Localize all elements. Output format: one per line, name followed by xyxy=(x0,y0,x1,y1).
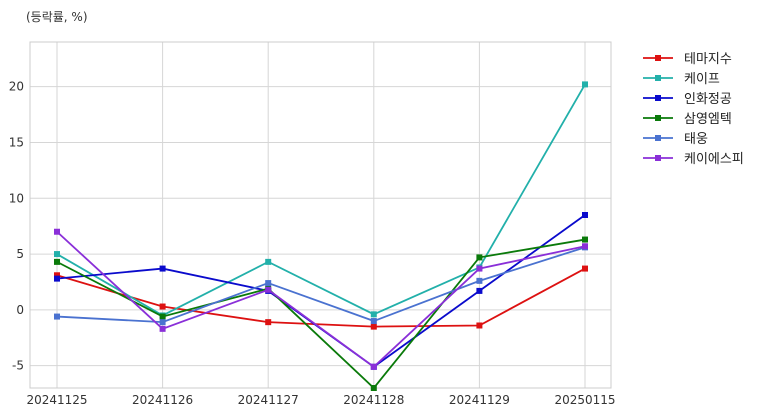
legend-marker xyxy=(655,155,661,161)
data-point xyxy=(159,265,166,272)
legend-marker xyxy=(655,75,661,81)
data-point xyxy=(54,251,60,258)
x-tick-label: 20241125 xyxy=(26,393,87,407)
legend-label: 인화정공 xyxy=(684,92,732,107)
legend-label: 테마지수 xyxy=(684,52,732,67)
data-point xyxy=(159,319,166,326)
data-point xyxy=(159,313,166,320)
legend-item: 테마지수 xyxy=(643,52,732,67)
data-point xyxy=(54,313,60,320)
data-point xyxy=(265,286,272,293)
series-line xyxy=(56,238,586,390)
data-point xyxy=(265,280,272,287)
legend-marker xyxy=(655,115,661,121)
series-태웅 xyxy=(54,244,588,326)
legend-marker xyxy=(655,55,661,61)
series-line xyxy=(56,246,586,324)
legend-marker xyxy=(655,135,661,141)
legend-item: 삼영엠텍 xyxy=(643,112,732,127)
legend-label: 태웅 xyxy=(684,132,708,147)
legend-label: 삼영엠텍 xyxy=(684,112,732,127)
data-point xyxy=(476,322,483,329)
x-tick-label: 20250115 xyxy=(554,393,615,407)
series-line xyxy=(56,83,586,317)
data-point xyxy=(370,363,377,370)
x-axis: 20241125 20241126 20241127 20241128 20241129… xyxy=(26,393,615,407)
data-point xyxy=(582,265,588,272)
data-point xyxy=(370,311,377,318)
data-point xyxy=(476,254,483,261)
data-point xyxy=(54,272,60,279)
grid xyxy=(30,42,611,388)
y-tick-label: 5 xyxy=(16,247,24,261)
y-tick-label: -5 xyxy=(12,359,24,373)
series-테마지수 xyxy=(54,265,588,330)
y-tick-label: 15 xyxy=(9,135,24,149)
data-point xyxy=(159,325,166,332)
y-tick-label: 0 xyxy=(16,303,24,317)
data-point xyxy=(54,258,60,265)
data-point xyxy=(54,228,60,235)
legend-item: 인화정공 xyxy=(643,92,732,107)
data-point xyxy=(476,265,483,272)
series-인화정공 xyxy=(54,212,588,370)
legend-item: 케이프 xyxy=(643,72,720,87)
legend-item: 케이에스피 xyxy=(643,152,744,167)
legend-marker xyxy=(655,95,661,101)
legend-label: 케이프 xyxy=(684,72,720,87)
series-케이프 xyxy=(54,81,588,319)
x-tick-label: 20241129 xyxy=(449,393,510,407)
series-line xyxy=(56,267,586,328)
y-tick-label: 20 xyxy=(9,80,24,94)
data-point xyxy=(582,243,588,250)
data-point xyxy=(265,258,272,265)
data-point xyxy=(476,277,483,284)
x-tick-label: 20241128 xyxy=(343,393,404,407)
data-point xyxy=(476,287,483,294)
series-삼영엠텍 xyxy=(54,236,588,391)
data-point xyxy=(370,323,377,330)
series-line xyxy=(56,231,586,368)
x-tick-label: 20241126 xyxy=(132,393,193,407)
plot-frame xyxy=(29,41,612,389)
x-tick-label: 20241127 xyxy=(238,393,299,407)
data-point xyxy=(54,275,60,282)
legend-item: 태웅 xyxy=(643,132,708,147)
data-point xyxy=(370,318,377,325)
data-point xyxy=(370,385,377,391)
y-tick-label: 10 xyxy=(9,191,24,205)
series-group xyxy=(54,81,588,391)
data-point xyxy=(582,81,588,88)
series-line xyxy=(56,214,586,368)
series-케이에스피 xyxy=(54,228,588,370)
data-point xyxy=(159,303,166,310)
data-point xyxy=(582,212,588,218)
y-unit-label: (등락률, %) xyxy=(26,10,88,24)
y-axis: -5 0 5 10 15 20 xyxy=(9,80,24,373)
data-point xyxy=(265,319,272,326)
data-point xyxy=(582,236,588,243)
legend-label: 케이에스피 xyxy=(684,152,744,167)
